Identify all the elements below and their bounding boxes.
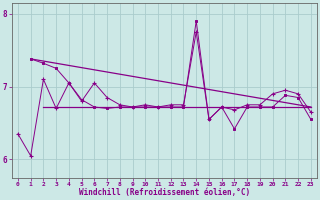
X-axis label: Windchill (Refroidissement éolien,°C): Windchill (Refroidissement éolien,°C) [79, 188, 250, 197]
